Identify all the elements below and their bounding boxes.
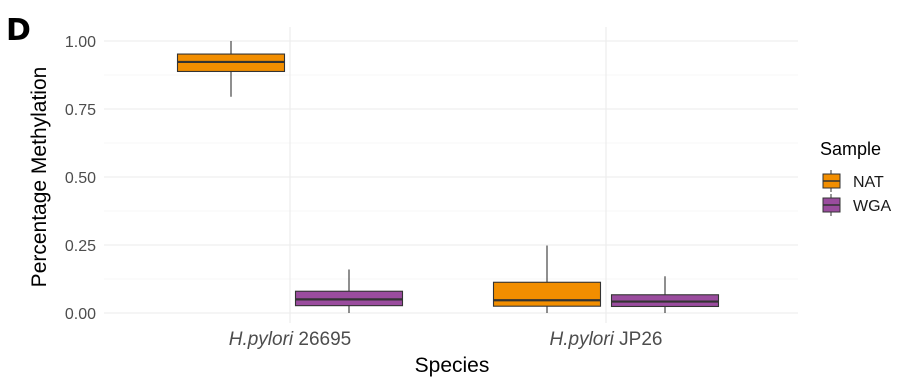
box-wga xyxy=(610,276,720,313)
y-tick-label: 0.50 xyxy=(65,170,96,187)
legend-label-nat: NAT xyxy=(853,174,884,191)
panel-letter: D xyxy=(6,13,31,48)
y-tick-label: 0.75 xyxy=(65,102,96,119)
x-tick-label: H.pylori JP26 xyxy=(550,329,663,350)
y-tick-label: 0.25 xyxy=(65,238,96,255)
x-axis-title: Species xyxy=(415,354,490,377)
legend-label-wga: WGA xyxy=(853,198,892,215)
grid xyxy=(104,27,798,323)
legend-title: Sample xyxy=(820,139,881,159)
x-tick-label: H.pylori 26695 xyxy=(229,329,352,350)
boxes xyxy=(176,41,720,313)
box-nat xyxy=(176,41,286,97)
y-tick-labels: 0.00 0.25 0.50 0.75 1.00 xyxy=(65,34,96,323)
y-tick-label: 0.00 xyxy=(65,306,96,323)
y-tick-label: 1.00 xyxy=(65,34,96,51)
y-axis-title: Percentage Methylation xyxy=(28,67,51,288)
box-nat xyxy=(492,245,602,313)
box-body xyxy=(492,281,602,307)
x-tick-labels: H.pylori 26695 H.pylori JP26 xyxy=(229,329,663,350)
legend: Sample NAT WGA xyxy=(820,139,892,216)
box-wga xyxy=(294,269,404,313)
